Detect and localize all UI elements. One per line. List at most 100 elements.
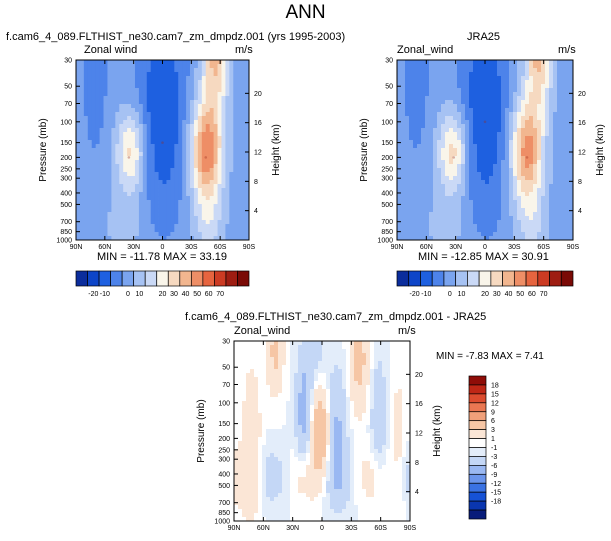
contour-cell: [318, 389, 323, 394]
contour-cell: [421, 208, 426, 213]
contour-cell: [445, 64, 450, 69]
contour-cell: [429, 216, 434, 221]
contour-cell: [457, 212, 462, 217]
contour-cell: [95, 176, 100, 181]
contour-cell: [298, 341, 303, 346]
contour-cell: [229, 184, 234, 189]
contour-cell: [174, 164, 179, 169]
contour-cell: [493, 168, 498, 173]
contour-cell: [250, 421, 255, 426]
contour-cell: [561, 116, 566, 121]
contour-cell: [170, 180, 175, 185]
contour-cell: [441, 116, 446, 121]
contour-cell: [87, 84, 93, 89]
contour-cell: [405, 228, 410, 233]
y-tick-label: 250: [60, 166, 72, 173]
contour-cell: [425, 152, 430, 157]
contour-cell: [217, 64, 222, 69]
contour-cell: [182, 80, 187, 85]
contour-cell: [162, 208, 167, 213]
contour-cell: [501, 184, 506, 189]
contour-cell: [561, 192, 566, 197]
contour-cell: [549, 116, 554, 121]
contour-cell: [366, 361, 371, 366]
contour-cell: [497, 92, 502, 97]
contour-cell: [417, 88, 422, 93]
contour-cell: [107, 144, 112, 149]
contour-cell: [390, 405, 395, 410]
contour-cell: [237, 236, 242, 241]
contour-cell: [413, 196, 418, 201]
contour-cell: [390, 349, 395, 354]
contour-cell: [537, 192, 542, 197]
contour-cell: [561, 128, 566, 133]
contour-cell: [569, 80, 574, 85]
contour-cell: [174, 188, 179, 193]
contour-cell: [513, 80, 518, 85]
contour-cell: [493, 184, 498, 189]
contour-cell: [213, 60, 218, 65]
contour-cell: [111, 204, 116, 209]
contour-cell: [525, 132, 530, 137]
contour-cell: [561, 64, 566, 69]
contour-cell: [429, 96, 434, 101]
contour-cell: [205, 208, 211, 213]
contour-cell: [197, 108, 203, 113]
contour-cell: [326, 361, 331, 366]
contour-cell: [525, 136, 530, 141]
contour-cell: [441, 220, 446, 225]
contour-cell: [205, 84, 211, 89]
contour-cell: [565, 144, 570, 149]
contour-cell: [366, 377, 371, 382]
contour-cell: [461, 104, 466, 109]
contour-cell: [401, 144, 406, 149]
contour-cell: [362, 377, 367, 382]
contour-cell: [473, 212, 478, 217]
contour-cell: [397, 220, 402, 225]
contour-cell: [489, 132, 494, 137]
contour-cell: [493, 104, 498, 109]
contour-cell: [174, 144, 179, 149]
contour-cell: [193, 144, 199, 149]
contour-cell: [103, 152, 108, 157]
contour-cell: [270, 341, 275, 346]
contour-cell: [254, 349, 259, 354]
contour-cell: [127, 100, 132, 105]
contour-cell: [142, 164, 148, 169]
contour-cell: [298, 377, 303, 382]
contour-cell: [481, 168, 486, 173]
contour-cell: [398, 377, 403, 382]
contour-cell: [170, 144, 175, 149]
contour-cell: [417, 84, 422, 89]
contour-cell: [250, 401, 255, 406]
contour-cell: [493, 128, 498, 133]
contour-cell: [469, 136, 474, 141]
contour-cell: [469, 80, 474, 85]
contour-cell: [111, 228, 116, 233]
contour-cell: [314, 357, 319, 362]
contour-cell: [473, 192, 478, 197]
contour-cell: [318, 377, 323, 382]
contour-cell: [441, 164, 446, 169]
contour-cell: [241, 92, 246, 97]
contour-cell: [245, 176, 250, 181]
contour-cell: [186, 104, 191, 109]
contour-cell: [421, 172, 426, 177]
contour-cell: [138, 164, 144, 169]
contour-cell: [374, 393, 379, 398]
contour-cell: [76, 220, 81, 225]
contour-cell: [134, 64, 140, 69]
contour-cell: [465, 232, 470, 237]
contour-cell: [489, 156, 494, 161]
contour-cell: [158, 168, 163, 173]
contour-cell: [497, 220, 502, 225]
contour-cell: [242, 361, 247, 366]
contour-cell: [91, 184, 97, 189]
contour-cell: [209, 224, 215, 229]
contour-cell: [481, 144, 486, 149]
contour-cell: [465, 200, 470, 205]
contour-cell: [131, 200, 136, 205]
contour-cell: [123, 140, 128, 145]
contour-cell: [205, 112, 211, 117]
contour-cell: [225, 116, 230, 121]
